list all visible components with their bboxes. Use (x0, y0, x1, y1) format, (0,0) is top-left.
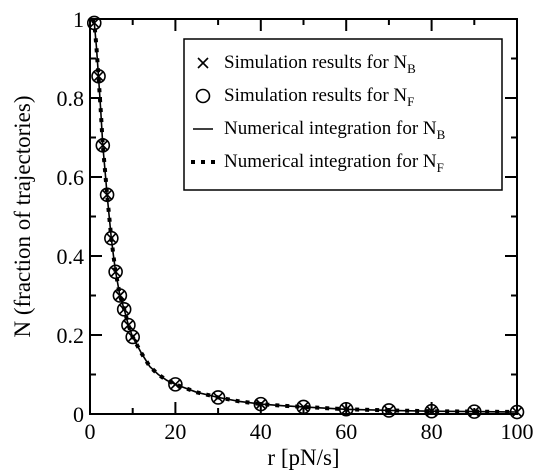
x-tick-label: 80 (421, 419, 443, 444)
legend-label-subscript: F (407, 94, 414, 109)
y-axis-title: N (fraction of trajectories) (10, 95, 35, 337)
cross-stroke (197, 57, 209, 69)
y-tick-label: 0.6 (57, 165, 85, 190)
x-axis-title: r [pN/s] (267, 445, 339, 470)
circle-marker (168, 377, 183, 392)
legend-label: Numerical integration for NB (224, 118, 446, 142)
legend-entry: Numerical integration for NB (193, 118, 446, 142)
series-line-dotted (90, 18, 518, 414)
series-dotted-line (90, 18, 518, 414)
circle-marker (195, 88, 211, 104)
x-tick-label: 100 (501, 419, 534, 444)
legend-entry: Simulation results for NF (195, 85, 414, 109)
circle-marker (125, 329, 140, 345)
legend-label-subscript: B (407, 61, 416, 76)
ticks-layer: 0 20 40 60 80 100 0 0.2 0.4 0.6 0.8 1 (57, 7, 534, 444)
y-tick-label: 0.8 (57, 86, 85, 111)
legend-entry: Numerical integration for NF (191, 151, 444, 175)
y-tick-label: 1 (73, 7, 84, 32)
legend-label: Simulation results for NF (224, 85, 414, 109)
legend-label: Simulation results for NB (224, 52, 416, 76)
legend-label: Numerical integration for NF (224, 151, 444, 175)
x-tick-label: 0 (85, 419, 96, 444)
legend-label-subscript: B (437, 127, 446, 142)
y-tick-label: 0 (73, 402, 84, 427)
legend-label-subscript: F (437, 160, 444, 175)
cross-marker (197, 57, 209, 69)
x-tick-label: 60 (335, 419, 357, 444)
circle-marker (116, 302, 132, 317)
legend-box (183, 38, 503, 191)
x-tick-label: 20 (164, 419, 186, 444)
y-tick-label: 0.4 (57, 244, 85, 269)
legend: Simulation results for NB Simulation resu… (183, 38, 503, 191)
legend-entry: Simulation results for NB (197, 52, 416, 76)
y-tick-label: 0.2 (57, 323, 85, 348)
circle-marker (210, 390, 226, 405)
x-tick-label: 40 (250, 419, 272, 444)
